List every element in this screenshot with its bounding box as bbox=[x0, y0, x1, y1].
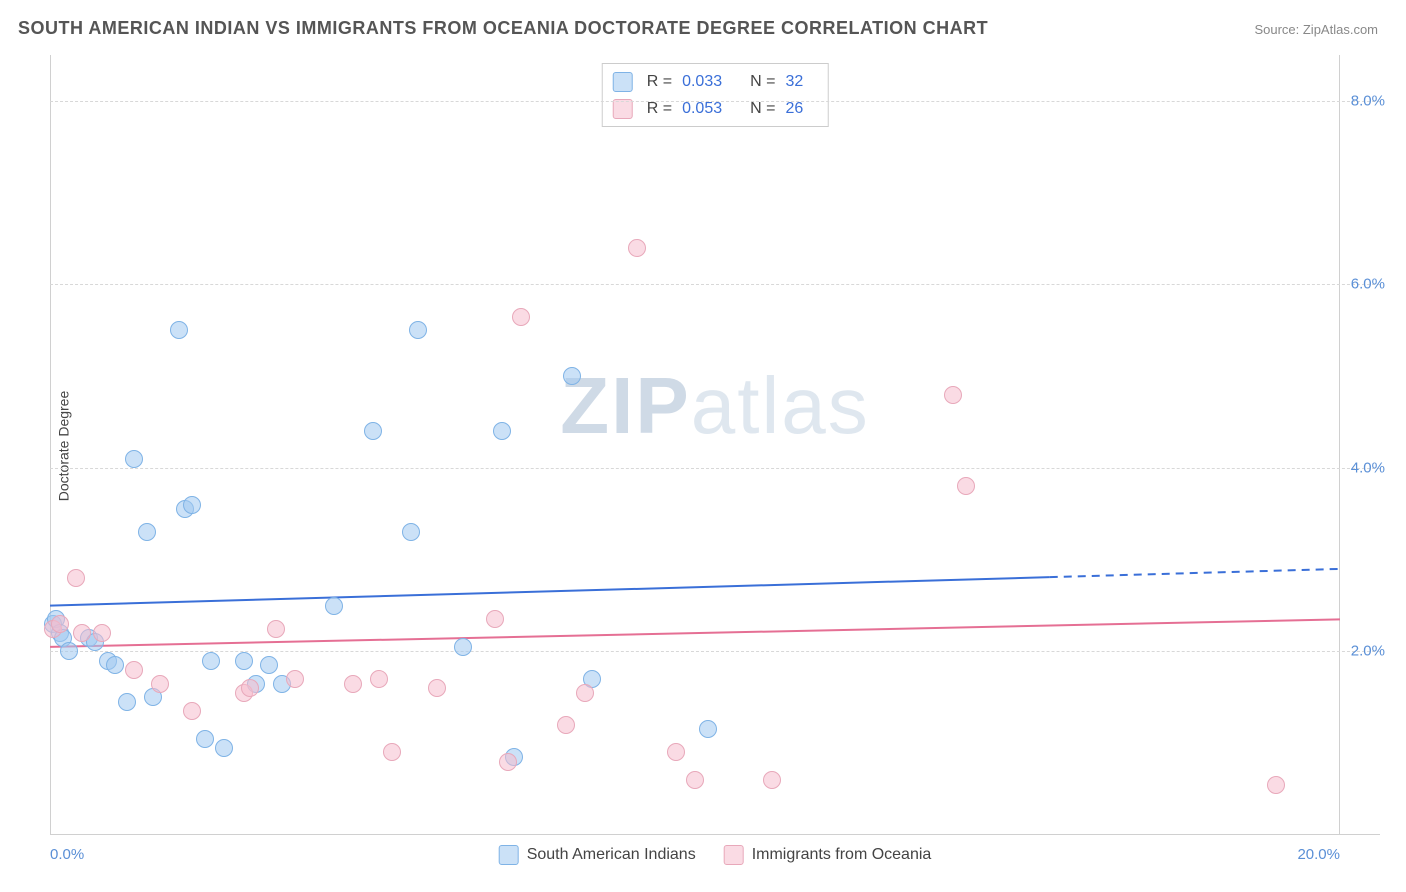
data-point bbox=[1267, 776, 1285, 794]
plot-area: ZIPatlas R =0.033N =32R =0.053N =26 2.0%… bbox=[50, 55, 1380, 835]
data-point bbox=[763, 771, 781, 789]
legend-swatch bbox=[613, 72, 633, 92]
correlation-legend: R = 0.033 N = 32 R = 0.053 N = 26 bbox=[602, 63, 829, 127]
y-tick-label: 8.0% bbox=[1351, 92, 1385, 109]
data-point bbox=[409, 321, 427, 339]
data-point bbox=[118, 693, 136, 711]
data-point bbox=[402, 523, 420, 541]
chart-title: SOUTH AMERICAN INDIAN VS IMMIGRANTS FROM… bbox=[18, 18, 988, 39]
data-point bbox=[170, 321, 188, 339]
data-point bbox=[73, 624, 91, 642]
gridline bbox=[50, 651, 1380, 652]
data-point bbox=[60, 642, 78, 660]
data-point bbox=[202, 652, 220, 670]
data-point bbox=[286, 670, 304, 688]
data-point bbox=[499, 753, 517, 771]
legend-row: R = 0.053 N = 26 bbox=[613, 95, 818, 122]
data-point bbox=[383, 743, 401, 761]
data-point bbox=[493, 422, 511, 440]
data-point bbox=[267, 620, 285, 638]
data-point bbox=[576, 684, 594, 702]
legend-item: South American Indians bbox=[499, 845, 696, 865]
scatter-chart: ZIPatlas R =0.033N =32R =0.053N =26 2.0%… bbox=[50, 55, 1380, 835]
watermark: ZIPatlas bbox=[560, 360, 869, 452]
data-point bbox=[957, 477, 975, 495]
data-point bbox=[686, 771, 704, 789]
r-value: 0.053 bbox=[682, 95, 722, 122]
n-label: N = bbox=[750, 68, 775, 95]
r-label: R = bbox=[647, 68, 672, 95]
y-axis bbox=[50, 55, 51, 835]
legend-label: South American Indians bbox=[527, 846, 696, 864]
data-point bbox=[241, 679, 259, 697]
legend-item: Immigrants from Oceania bbox=[724, 845, 932, 865]
data-point bbox=[138, 523, 156, 541]
y-tick-label: 4.0% bbox=[1351, 459, 1385, 476]
data-point bbox=[151, 675, 169, 693]
n-label: N = bbox=[750, 95, 775, 122]
source-label: Source: ZipAtlas.com bbox=[1254, 22, 1378, 37]
data-point bbox=[67, 569, 85, 587]
data-point bbox=[699, 720, 717, 738]
x-tick-label: 20.0% bbox=[1297, 846, 1340, 863]
data-point bbox=[125, 450, 143, 468]
trend-lines bbox=[50, 55, 1380, 835]
data-point bbox=[106, 656, 124, 674]
data-point bbox=[512, 308, 530, 326]
gridline bbox=[50, 468, 1380, 469]
data-point bbox=[667, 743, 685, 761]
data-point bbox=[215, 739, 233, 757]
data-point bbox=[344, 675, 362, 693]
data-point bbox=[944, 386, 962, 404]
n-value: 32 bbox=[785, 68, 803, 95]
series-legend: South American Indians Immigrants from Oc… bbox=[499, 845, 932, 865]
data-point bbox=[183, 702, 201, 720]
y-tick-label: 2.0% bbox=[1351, 643, 1385, 660]
x-axis bbox=[50, 834, 1380, 835]
data-point bbox=[325, 597, 343, 615]
data-point bbox=[260, 656, 278, 674]
data-point bbox=[454, 638, 472, 656]
data-point bbox=[93, 624, 111, 642]
data-point bbox=[628, 239, 646, 257]
r-label: R = bbox=[647, 95, 672, 122]
data-point bbox=[557, 716, 575, 734]
legend-swatch bbox=[499, 845, 519, 865]
data-point bbox=[196, 730, 214, 748]
data-point bbox=[183, 496, 201, 514]
y-axis-right bbox=[1339, 55, 1340, 835]
data-point bbox=[370, 670, 388, 688]
data-point bbox=[235, 652, 253, 670]
gridline bbox=[50, 284, 1380, 285]
r-value: 0.033 bbox=[682, 68, 722, 95]
y-tick-label: 6.0% bbox=[1351, 276, 1385, 293]
data-point bbox=[125, 661, 143, 679]
legend-swatch bbox=[724, 845, 744, 865]
data-point bbox=[51, 615, 69, 633]
legend-label: Immigrants from Oceania bbox=[752, 846, 932, 864]
data-point bbox=[563, 367, 581, 385]
x-tick-label: 0.0% bbox=[50, 846, 84, 863]
n-value: 26 bbox=[785, 95, 803, 122]
data-point bbox=[428, 679, 446, 697]
gridline bbox=[50, 101, 1380, 102]
data-point bbox=[486, 610, 504, 628]
legend-row: R = 0.033 N = 32 bbox=[613, 68, 818, 95]
data-point bbox=[364, 422, 382, 440]
